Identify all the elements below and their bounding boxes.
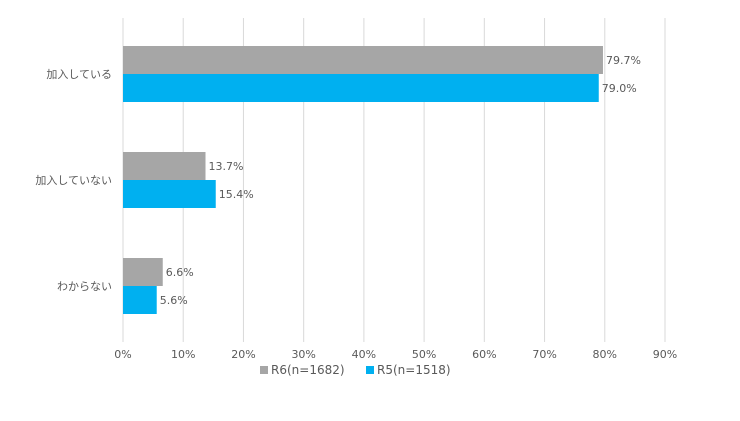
category-label: わからない — [57, 280, 112, 293]
legend-swatch — [366, 366, 374, 374]
bar-series-2 — [123, 74, 599, 102]
data-label: 79.0% — [602, 82, 637, 95]
x-tick-label: 30% — [291, 348, 315, 361]
data-label: 15.4% — [219, 188, 254, 201]
x-tick-label: 0% — [114, 348, 131, 361]
x-tick-label: 70% — [532, 348, 556, 361]
bar-series-2 — [123, 286, 157, 314]
category-label: 加入している — [46, 68, 112, 81]
data-label: 79.7% — [606, 54, 641, 67]
data-label: 13.7% — [209, 160, 244, 173]
bars — [123, 46, 603, 314]
x-tick-label: 60% — [472, 348, 496, 361]
legend: R6(n=1682) R5(n=1518) — [260, 363, 451, 377]
data-label: 6.6% — [166, 266, 194, 279]
x-tick-label: 80% — [593, 348, 617, 361]
data-label: 5.6% — [160, 294, 188, 307]
legend-label: R5(n=1518) — [377, 363, 451, 377]
x-tick-label: 40% — [352, 348, 376, 361]
legend-swatch — [260, 366, 268, 374]
legend-label: R6(n=1682) — [271, 363, 345, 377]
bar-series-1 — [123, 46, 603, 74]
x-tick-label: 50% — [412, 348, 436, 361]
category-label: 加入していない — [35, 174, 112, 187]
data-labels: 79.7% 13.7% 6.6% 79.0% 15.4% 5.6% — [160, 54, 641, 307]
bar-series-2 — [123, 180, 216, 208]
x-tick-label: 10% — [171, 348, 195, 361]
bar-series-1 — [123, 258, 163, 286]
x-tick-label: 90% — [653, 348, 677, 361]
bar-series-1 — [123, 152, 206, 180]
x-axis-ticks: 0% 10% 20% 30% 40% 50% 60% 70% 80% 90% — [114, 348, 677, 361]
x-tick-label: 20% — [231, 348, 255, 361]
